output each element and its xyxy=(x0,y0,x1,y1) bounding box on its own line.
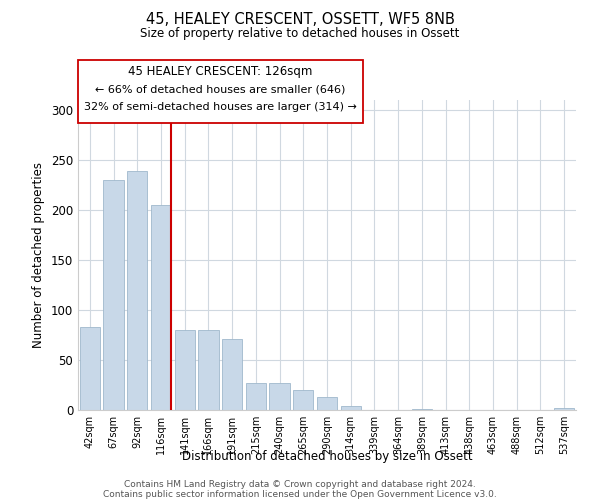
Y-axis label: Number of detached properties: Number of detached properties xyxy=(32,162,46,348)
Bar xyxy=(269,383,290,410)
Bar xyxy=(554,408,574,410)
Bar xyxy=(293,390,313,410)
Text: Contains public sector information licensed under the Open Government Licence v3: Contains public sector information licen… xyxy=(103,490,497,499)
Bar xyxy=(151,205,171,410)
Bar xyxy=(246,383,266,410)
Bar xyxy=(222,339,242,410)
Text: Distribution of detached houses by size in Ossett: Distribution of detached houses by size … xyxy=(182,450,472,463)
Bar xyxy=(199,330,218,410)
Text: Contains HM Land Registry data © Crown copyright and database right 2024.: Contains HM Land Registry data © Crown c… xyxy=(124,480,476,489)
Bar xyxy=(341,406,361,410)
Bar xyxy=(317,397,337,410)
Text: ← 66% of detached houses are smaller (646): ← 66% of detached houses are smaller (64… xyxy=(95,84,346,94)
Bar xyxy=(80,327,100,410)
Bar xyxy=(103,180,124,410)
Text: 45 HEALEY CRESCENT: 126sqm: 45 HEALEY CRESCENT: 126sqm xyxy=(128,65,313,78)
Text: Size of property relative to detached houses in Ossett: Size of property relative to detached ho… xyxy=(140,28,460,40)
Text: 32% of semi-detached houses are larger (314) →: 32% of semi-detached houses are larger (… xyxy=(84,102,357,112)
Bar xyxy=(127,171,148,410)
Bar xyxy=(412,409,432,410)
Text: 45, HEALEY CRESCENT, OSSETT, WF5 8NB: 45, HEALEY CRESCENT, OSSETT, WF5 8NB xyxy=(146,12,454,28)
Bar xyxy=(175,330,195,410)
